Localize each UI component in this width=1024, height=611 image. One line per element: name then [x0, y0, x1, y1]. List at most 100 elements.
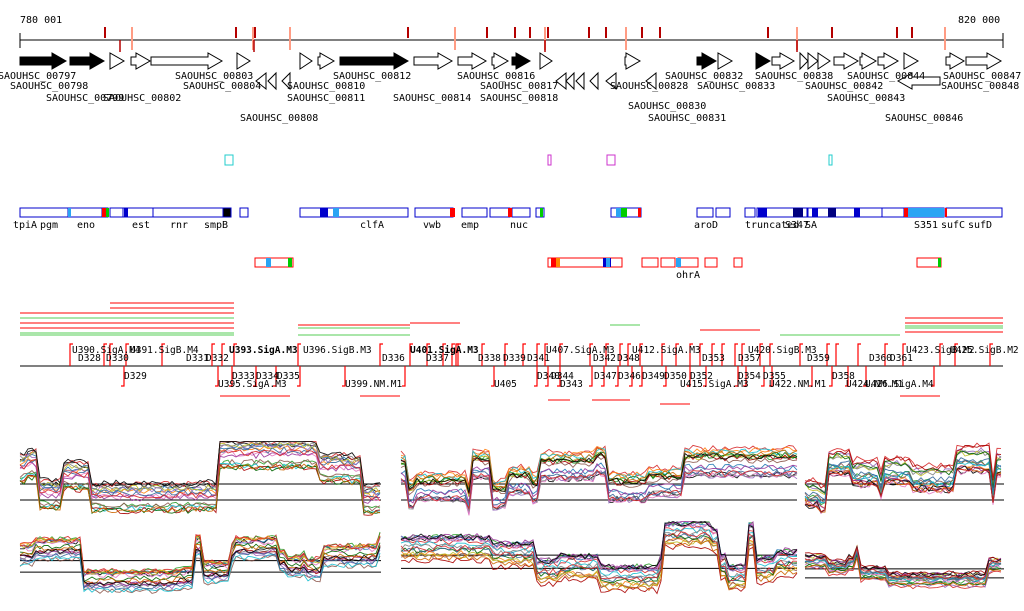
promoter-tick: [273, 366, 277, 387]
expression-series: [400, 526, 797, 578]
promoter-tick: [253, 366, 257, 387]
annotation-label: sufC: [941, 220, 965, 231]
promoter-tick: [687, 366, 691, 387]
annotation-label: clfA: [360, 220, 384, 231]
promoter-tick: [835, 343, 839, 366]
expression-series: [804, 450, 1002, 496]
promoter-tick: [589, 343, 593, 366]
annotation-label: nuc: [510, 220, 528, 231]
promoter-tick: [125, 343, 129, 366]
expression-series: [804, 551, 1002, 584]
promoter-label: D343: [560, 379, 583, 390]
promoter-tick: [884, 343, 888, 366]
promoter-tick: [769, 343, 773, 366]
promoter-tick: [69, 343, 73, 366]
gene-label: SAOUHSC_00847: [943, 71, 1021, 82]
feature-highlight: [551, 258, 556, 267]
expression-series: [804, 557, 1002, 590]
gene-arrow: [717, 52, 734, 70]
annotation-label: eno: [77, 220, 95, 231]
promoter-label: U393.SigA.M3: [229, 345, 298, 356]
promoter-label: U425.SigB.M2: [950, 345, 1019, 356]
gene-label: SAOUHSC_00838: [755, 71, 833, 82]
promoter-tick: [442, 343, 446, 366]
gene-arrow-reverse: [605, 71, 617, 91]
promoter-tick: [221, 343, 225, 366]
expression-panel-lower-left: [19, 531, 381, 594]
magenta-marker-box: [606, 154, 616, 166]
promoter-tick: [627, 343, 631, 366]
gene-arrow: [491, 52, 510, 70]
gene-arrow-reverse: [267, 71, 277, 91]
promoter-tick: [491, 366, 495, 387]
gene-arrow: [833, 52, 860, 70]
expression-series: [400, 521, 798, 570]
feature-box: [916, 257, 942, 268]
expression-series: [804, 450, 1002, 495]
feature-box: [254, 257, 294, 268]
gene-label: SAOUHSC_00808: [240, 113, 318, 124]
gene-label: SAOUHSC_00797: [0, 71, 76, 82]
gene-arrow-reverse: [896, 72, 941, 90]
promoter-tick: [769, 366, 773, 387]
annotation-label: est: [132, 220, 150, 231]
feature-highlight: [540, 208, 543, 217]
coord-start-label: 780 001: [20, 15, 62, 26]
expression-series: [805, 466, 1002, 513]
expression-series: [400, 451, 798, 491]
cyan-marker-box: [828, 154, 833, 166]
promoter-tick: [589, 366, 593, 387]
transcript-bands: [20, 302, 1003, 405]
gene-arrow: [511, 52, 532, 70]
promoter-label: D332: [206, 353, 229, 364]
expression-series: [804, 444, 1002, 489]
promoter-tick: [954, 343, 958, 366]
promoter-tick: [211, 343, 215, 366]
promoter-label: D353: [702, 353, 725, 364]
expression-series: [804, 457, 1002, 501]
gene-label: SAOUHSC_00810: [287, 81, 365, 92]
gene-arrow: [236, 52, 251, 70]
expression-series: [400, 531, 798, 583]
gene-arrow: [457, 52, 488, 70]
feature-highlight: [908, 208, 944, 217]
promoter-label: D361: [890, 353, 913, 364]
promoter-tick: [759, 343, 763, 366]
promoter-label: D354: [738, 371, 761, 382]
promoter-label: U401.SigA.M3: [410, 345, 479, 356]
annotation-label: rnr: [170, 220, 188, 231]
promoter-tick: [402, 366, 406, 387]
gene-label: SAOUHSC_00833: [697, 81, 775, 92]
annotation-label: vwb: [423, 220, 441, 231]
promoter-tick: [639, 366, 643, 387]
gene-label: SAOUHSC_00832: [665, 71, 743, 82]
promoter-tick: [109, 343, 113, 366]
secondary-feature-track: [254, 257, 942, 268]
promoter-label: D336: [382, 353, 405, 364]
feature-highlight: [450, 208, 455, 217]
feature-highlight: [606, 258, 610, 267]
feature-box: [704, 257, 718, 268]
promoter-label: U426.SigA.M4: [865, 379, 934, 390]
promoter-tick: [297, 366, 301, 387]
promoter-tick: [522, 343, 526, 366]
feature-box: [547, 257, 623, 268]
annotation-label: emp: [461, 220, 479, 231]
promoter-tick: [703, 366, 707, 387]
expression-series: [400, 462, 798, 506]
feature-box: [299, 207, 409, 218]
promoter-label: D355: [763, 371, 786, 382]
gene-label: SAOUHSC_00843: [827, 93, 905, 104]
feature-highlight: [508, 208, 512, 217]
expression-series: [400, 521, 798, 570]
gene-arrow: [624, 52, 642, 70]
gene-arrow: [69, 52, 106, 70]
feature-box: [109, 207, 124, 218]
promoter-tick: [902, 343, 906, 366]
promoter-tick: [735, 366, 739, 387]
expression-series: [19, 535, 381, 576]
feature-box: [239, 207, 249, 218]
feature-box: [881, 207, 905, 218]
promoter-tick: [829, 366, 833, 387]
